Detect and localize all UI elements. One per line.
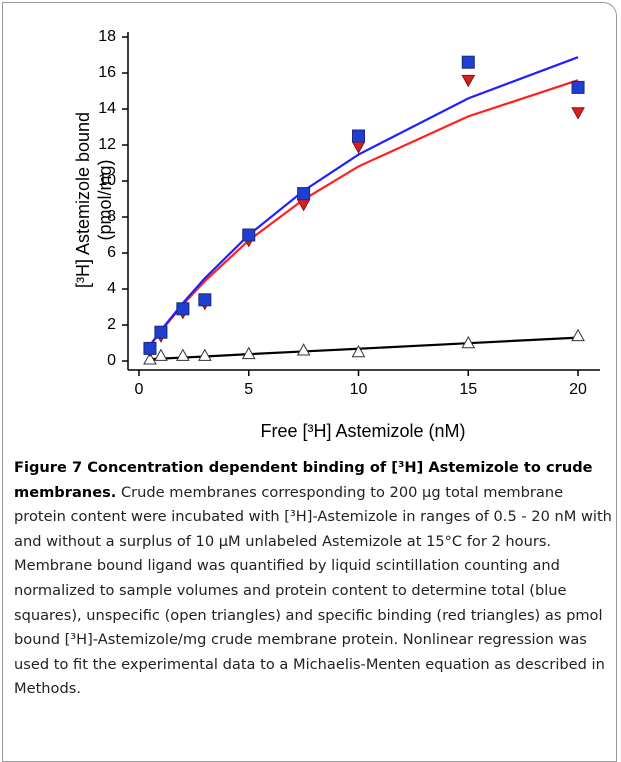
y-tick-label: 12 [98, 136, 116, 153]
y-tick-label: 8 [107, 208, 116, 225]
chart: Free [³H] Astemizole (nM) [³H] Astemizol… [73, 28, 600, 441]
y-tick-label: 18 [98, 28, 116, 45]
caption-title: Figure 7 Concentration dependent binding… [14, 459, 593, 501]
x-axis-label: Free [³H] Astemizole (nM) [260, 421, 465, 441]
y-tick-label: 4 [107, 280, 116, 297]
x-tick-label: 15 [459, 381, 477, 398]
triangle-marker [197, 348, 212, 361]
y-axis-label: [³H] Astemizole bound [73, 112, 93, 288]
fit-curve [149, 79, 579, 347]
square-marker [571, 80, 585, 94]
triangle-marker [461, 74, 476, 88]
y-tick-label: 2 [107, 316, 116, 333]
square-marker [242, 228, 256, 242]
square-marker [352, 129, 366, 143]
square-marker [154, 325, 168, 339]
triangle-marker [241, 346, 256, 360]
triangle-marker [571, 107, 585, 120]
square-marker [143, 341, 157, 355]
x-tick-label: 10 [350, 381, 368, 398]
triangle-marker [154, 348, 168, 361]
triangle-marker [571, 328, 585, 342]
square-marker [461, 55, 475, 69]
triangle-marker [351, 344, 366, 358]
caption: Figure 7 Concentration dependent binding… [14, 456, 612, 702]
y-axis-label: (pmol/mg) [95, 159, 115, 240]
triangle-marker [296, 343, 311, 356]
y-tick-label: 0 [107, 352, 116, 369]
y-tick-label: 16 [98, 64, 116, 81]
x-tick-label: 5 [244, 381, 253, 398]
triangle-marker [296, 199, 311, 212]
square-marker [176, 302, 190, 316]
caption-text: Crude membranes corresponding to 200 µg … [14, 483, 612, 698]
triangle-marker [461, 335, 476, 349]
triangle-marker [176, 348, 190, 361]
x-tick-label: 20 [569, 381, 587, 398]
y-tick-label: 10 [98, 172, 116, 189]
y-tick-label: 14 [98, 100, 116, 117]
square-marker [297, 187, 311, 201]
y-tick-label: 6 [107, 244, 116, 261]
triangle-marker [143, 352, 157, 365]
square-marker [198, 293, 212, 307]
x-tick-label: 0 [135, 381, 144, 398]
